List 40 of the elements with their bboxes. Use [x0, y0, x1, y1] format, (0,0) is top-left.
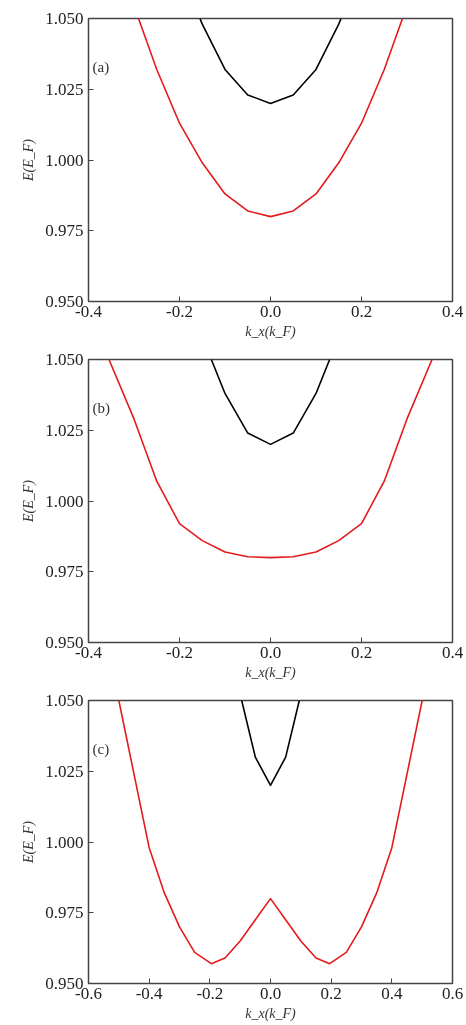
x-tick-label: -0.2: [166, 301, 193, 321]
x-tick-label: 0.0: [259, 642, 282, 662]
x-tick-label: 0.2: [350, 642, 373, 662]
x-tick-label: -0.4: [135, 983, 164, 1003]
line-series: [108, 359, 433, 559]
x-tick-label: 0.4: [441, 301, 464, 321]
line-series: [210, 359, 331, 446]
x-axis-title: k_x(k_F): [245, 323, 297, 340]
y-tick-label: 1.050: [45, 9, 84, 28]
y-tick-label: 0.975: [45, 562, 84, 582]
line-series: [199, 18, 342, 105]
y-tick-label: 0.975: [45, 221, 84, 241]
annotation: (b): [92, 399, 110, 417]
x-axis-title: k_x(k_F): [245, 664, 297, 681]
line-series: [118, 700, 423, 965]
x-tick-label: -0.2: [166, 642, 193, 662]
x-tick-label: 0.0: [259, 301, 282, 321]
x-tick-label: 0.2: [320, 983, 342, 1003]
y-tick-label: 1.000: [45, 150, 84, 170]
y-tick-label: 0.975: [45, 903, 84, 923]
y-axis-title: E(E_F): [21, 479, 38, 523]
x-tick-label: 0.2: [350, 301, 373, 321]
y-tick-label: 1.050: [45, 691, 84, 710]
annotation: (c): [92, 740, 110, 758]
x-tick-label: -0.2: [196, 983, 224, 1003]
y-tick-label: 1.000: [45, 832, 84, 852]
y-axis-title: E(E_F): [21, 138, 38, 182]
y-tick-label: 1.025: [45, 79, 84, 99]
annotation: (a): [92, 58, 110, 76]
x-tick-label: 0.4: [441, 642, 464, 662]
y-tick-label: 1.050: [45, 350, 84, 369]
x-tick-label: 0.4: [381, 983, 403, 1003]
x-axis-title: k_x(k_F): [245, 1005, 297, 1022]
x-tick-label: 0.0: [259, 983, 282, 1003]
y-tick-label: 1.000: [45, 491, 84, 511]
x-tick-label: 0.6: [441, 983, 464, 1003]
y-tick-label: 1.025: [45, 761, 84, 781]
line-series: [137, 18, 404, 218]
y-tick-label: 1.025: [45, 420, 84, 440]
y-axis-title: E(E_F): [21, 820, 38, 864]
